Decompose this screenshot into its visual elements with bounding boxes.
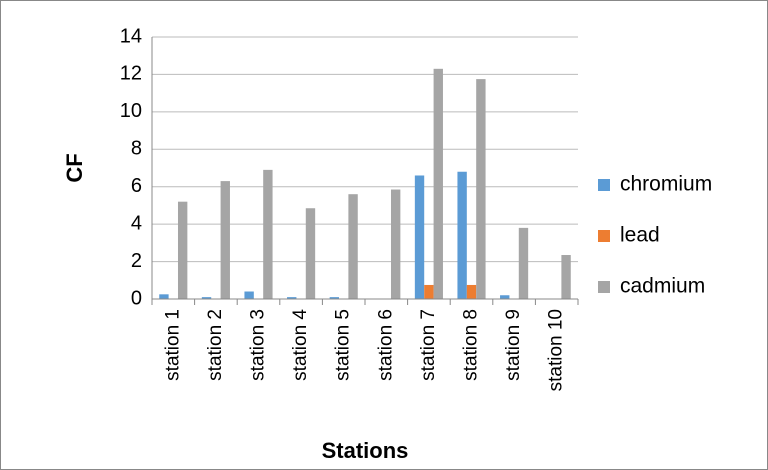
legend-swatch [598, 281, 610, 293]
bar [329, 297, 340, 299]
bar [518, 227, 529, 299]
bar [561, 255, 571, 299]
bar [220, 181, 230, 299]
legend-label: lead [620, 224, 660, 247]
x-tick-label: station 10 [546, 309, 567, 391]
bar [500, 295, 510, 299]
x-tick-label: station 3 [248, 309, 269, 381]
bar [433, 68, 443, 299]
bar [305, 208, 316, 299]
y-tick-label: 2 [131, 250, 142, 272]
legend-swatch [598, 179, 610, 191]
x-tick-label: station 2 [205, 309, 226, 381]
bar [244, 291, 254, 299]
x-tick-label: station 8 [461, 309, 482, 381]
bar [201, 297, 212, 299]
x-tick-label: station 7 [418, 309, 439, 381]
x-tick-label: station 5 [333, 309, 354, 381]
x-axis-title: Stations [322, 438, 409, 463]
x-tick-label: station 4 [290, 309, 311, 381]
bar [348, 194, 358, 299]
x-tick-label: station 9 [503, 309, 524, 381]
bar [177, 201, 188, 299]
bar [159, 294, 169, 299]
legend-swatch [598, 230, 610, 242]
bar [457, 171, 467, 299]
y-tick-label: 0 [131, 287, 142, 309]
y-axis-title: CF [62, 153, 87, 182]
y-tick-label: 6 [131, 175, 142, 197]
bar [476, 79, 486, 299]
y-tick-label: 10 [120, 100, 142, 122]
legend-label: chromium [620, 173, 712, 196]
x-tick-label: station 1 [162, 309, 183, 381]
y-tick-label: 4 [131, 212, 142, 234]
bar [466, 284, 477, 299]
bar [414, 175, 425, 299]
bar [390, 189, 401, 299]
bar [287, 297, 297, 299]
bar [424, 284, 434, 299]
y-tick-label: 12 [120, 63, 142, 85]
bar [263, 169, 273, 299]
x-tick-label: station 6 [375, 309, 396, 381]
y-tick-label: 14 [120, 25, 142, 47]
y-tick-label: 8 [131, 138, 142, 160]
legend-label: cadmium [620, 275, 705, 298]
